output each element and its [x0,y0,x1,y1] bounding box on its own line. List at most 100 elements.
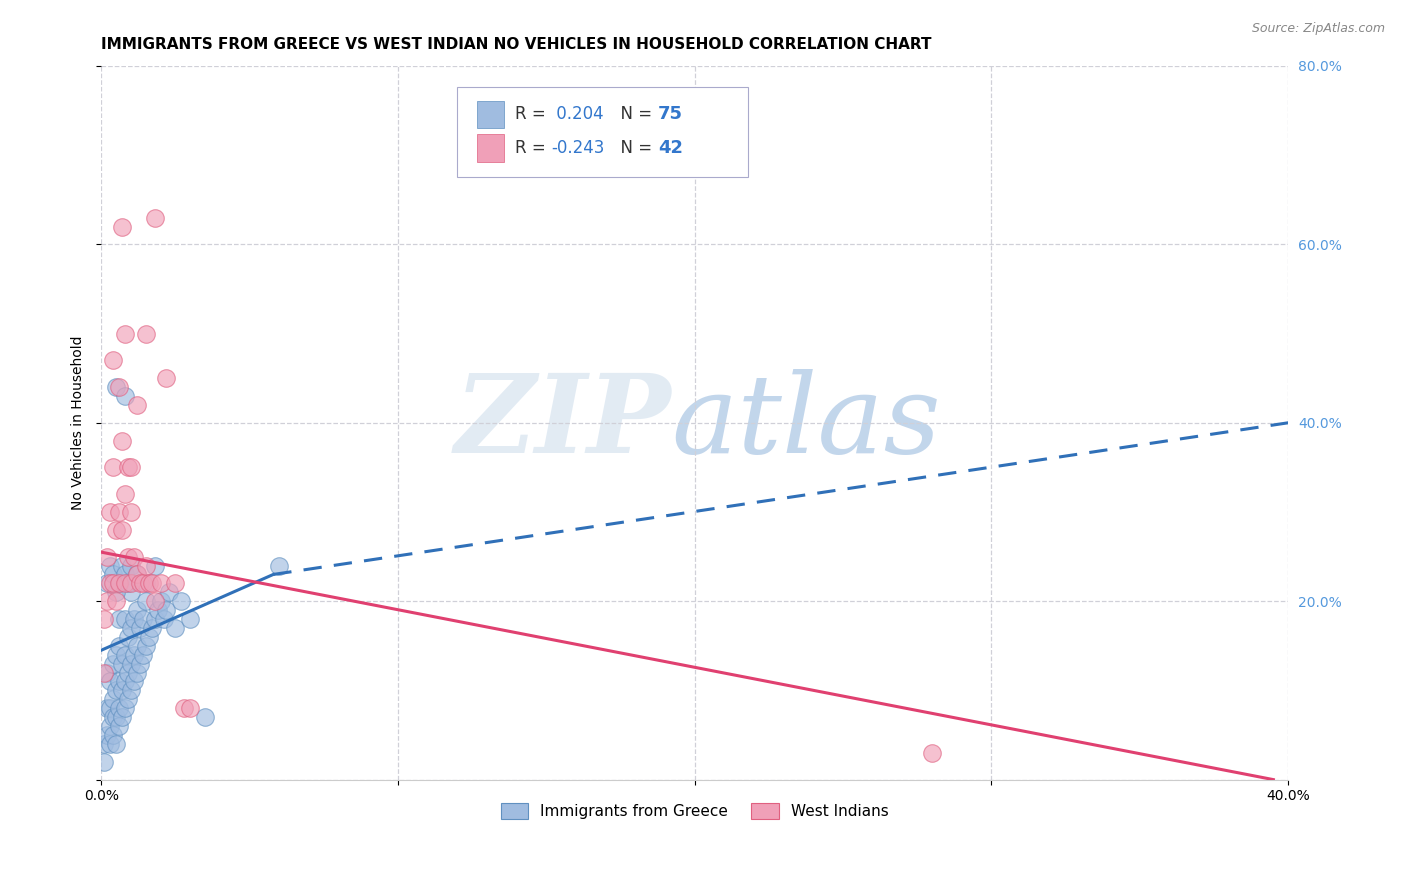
Point [135,576,157,591]
Point [125,567,148,582]
Point [111,523,134,537]
Point [125,398,148,412]
Text: atlas: atlas [671,369,941,476]
Point [114,567,136,582]
Text: R =: R = [516,139,551,157]
Point [132,576,155,591]
Point [120,576,142,591]
Point [125,665,148,680]
Point [96,701,118,715]
Point [105,523,128,537]
Text: N =: N = [610,105,658,123]
Point [146,603,169,617]
Point [122,612,145,626]
Point [101,728,124,742]
Point [120,683,142,698]
Point [155,603,177,617]
Text: 42: 42 [658,139,683,157]
Point [120,585,142,599]
Point [114,648,136,662]
Point [143,612,166,626]
Point [101,692,124,706]
Point [111,219,134,234]
Point [101,353,124,368]
Text: -0.243: -0.243 [551,139,605,157]
Point [117,630,139,644]
Point [152,612,174,626]
Text: R =: R = [516,105,551,123]
Point [170,594,193,608]
Point [125,639,148,653]
Point [111,710,134,724]
Point [120,657,142,671]
Point [98,701,121,715]
Point [105,737,128,751]
Point [111,683,134,698]
Point [117,460,139,475]
Point [132,648,155,662]
Point [93,612,115,626]
Point [149,576,172,591]
Point [101,460,124,475]
Point [138,630,160,644]
Point [108,576,131,591]
Point [179,612,201,626]
Point [132,612,155,626]
Point [101,576,124,591]
Point [108,719,131,733]
Point [122,549,145,564]
Point [165,576,187,591]
Point [143,594,166,608]
Point [105,585,128,599]
Point [108,505,131,519]
Point [141,621,163,635]
Point [105,710,128,724]
Point [98,719,121,733]
Point [111,558,134,573]
Text: 0.204: 0.204 [551,105,603,123]
Point [105,648,128,662]
Point [96,549,118,564]
Point [98,558,121,573]
Point [96,576,118,591]
Point [143,558,166,573]
Bar [478,101,503,128]
FancyBboxPatch shape [457,87,748,177]
Point [120,558,142,573]
Point [98,737,121,751]
Point [114,612,136,626]
Point [114,326,136,341]
Point [108,639,131,653]
Y-axis label: No Vehicles in Household: No Vehicles in Household [72,335,86,510]
Point [141,576,163,591]
Point [117,665,139,680]
Text: IMMIGRANTS FROM GREECE VS WEST INDIAN NO VEHICLES IN HOUSEHOLD CORRELATION CHART: IMMIGRANTS FROM GREECE VS WEST INDIAN NO… [101,37,932,53]
Point [101,567,124,582]
Point [120,505,142,519]
Point [173,701,195,715]
Point [128,657,150,671]
Point [159,585,181,599]
Point [93,737,115,751]
Point [101,657,124,671]
Point [128,621,150,635]
Point [125,603,148,617]
Point [122,648,145,662]
Point [120,460,142,475]
Point [120,621,142,635]
Point [135,558,157,573]
Point [921,746,943,760]
Text: Source: ZipAtlas.com: Source: ZipAtlas.com [1251,22,1385,36]
Point [111,657,134,671]
Point [179,701,201,715]
Text: N =: N = [610,139,658,157]
Point [117,576,139,591]
Point [135,639,157,653]
Point [117,692,139,706]
Point [98,576,121,591]
Point [155,371,177,385]
Point [108,674,131,689]
Text: 75: 75 [658,105,683,123]
Point [108,380,131,394]
Point [96,728,118,742]
